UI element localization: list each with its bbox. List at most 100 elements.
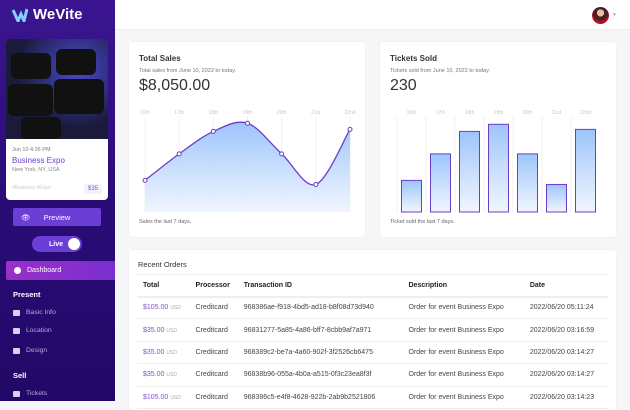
event-tags: #Business #Expo [12,185,51,191]
order-currency: USD [166,349,177,356]
dashboard-icon [14,267,21,274]
total-sales-value: $8,050.00 [139,77,211,94]
toggle-knob [68,238,80,250]
x-tick-label: 20th [277,110,287,116]
tickets-sold-card: Tickets Sold Tickets sold from June 10, … [380,42,616,237]
sidebar-item-location[interactable]: Location [13,327,52,334]
event-image [6,39,108,139]
table-row[interactable]: $105.00 USD Creditcard 968386c5-e4f8-4628… [137,386,608,409]
bar [517,153,538,213]
preview-label: Preview [43,212,71,222]
order-description: Order for event Business Expo [402,341,524,365]
card-title: Total Sales [139,54,181,63]
order-processor: Creditcard [189,318,238,342]
x-tick-label: 18th [465,110,475,116]
order-description: Order for event Business Expo [402,318,524,342]
order-processor: Creditcard [189,386,238,409]
text-icon [13,309,20,316]
bar [575,128,596,213]
table-row[interactable]: $35.00 USD Creditcard 96831277-5a85-4a86-… [137,318,608,342]
sales-chart: 16th 17th 18th 19th 20th 21st 22nd [140,110,356,212]
logo[interactable]: WeVite [12,6,82,23]
data-point [347,126,353,132]
order-date: 2022/06/20 05:11:24 [523,296,608,320]
card-title: Tickets Sold [390,54,437,63]
column-header[interactable]: Description [402,274,524,298]
section-sell: Sell [13,371,27,380]
live-toggle[interactable]: Live [32,236,82,252]
column-header[interactable]: Date [523,274,608,298]
data-point [313,181,319,187]
tickets-sold-value: 230 [390,77,417,94]
bar [488,123,509,213]
card-title: Recent Orders [138,260,187,269]
bar [401,179,422,213]
order-processor: Creditcard [189,363,238,387]
event-name: Business Expo [12,156,65,165]
order-processor: Creditcard [189,341,238,365]
order-amount[interactable]: $35.00 [143,371,165,379]
order-date: 2022/06/20 03:14:27 [523,341,608,365]
x-tick-label: 16th [140,110,150,116]
dashboard-label: Dashboard [27,267,62,274]
order-amount[interactable]: $105.00 [143,304,169,312]
top-bar: ▼ [115,0,630,30]
order-amount[interactable]: $35.00 [143,348,165,356]
order-total: $35.00 USD [137,341,190,365]
bar [546,183,567,213]
map-icon [13,327,20,334]
x-tick-label: 21st [311,110,321,116]
x-tick-label: 18th [208,110,218,116]
order-total: $35.00 USD [137,318,190,342]
event-card[interactable]: Jun 10 4:26 PM Business Expo New York, N… [6,39,108,200]
ticket-icon [13,390,20,397]
order-date: 2022/06/20 03:14:23 [523,386,608,409]
chevron-down-icon[interactable]: ▼ [612,12,617,18]
order-description: Order for event Business Expo [402,296,524,320]
x-tick-label: 21st [552,110,562,116]
preview-button[interactable]: 👁 Preview [13,208,101,226]
x-tick-label: 17th [174,110,184,116]
order-description: Order for event Business Expo [402,386,524,409]
column-header[interactable]: Total [137,274,190,298]
nav-label: Tickets [26,390,48,397]
card-subtitle: Total sales from June 10, 2022 to today. [139,68,237,74]
table-row[interactable]: $35.00 USD Creditcard 96838b96-055a-4b0a-… [137,363,608,387]
data-point [279,151,285,157]
order-transaction-id: 96831277-5a85-4a86-bff7-8cbb9af7a971 [237,318,403,342]
x-tick-label: 20th [523,110,533,116]
sidebar-item-dashboard[interactable]: Dashboard [6,261,115,280]
order-processor: Creditcard [189,296,238,320]
column-header[interactable]: Processor [189,274,238,298]
order-amount[interactable]: $105.00 [143,393,169,401]
app-name: WeVite [33,6,83,23]
sidebar-item-tickets[interactable]: Tickets [13,390,47,397]
card-subtitle: Tickets sold from June 10, 2022 to today… [390,68,490,74]
wevite-logo-icon [12,8,28,22]
bar [459,130,480,213]
x-tick-label: 19th [494,110,504,116]
data-point [210,128,216,134]
live-label: Live [49,240,64,248]
event-location: New York, NY, USA [12,167,60,173]
nav-label: Basic Info [26,309,56,316]
x-tick-label: 22nd [580,110,591,116]
order-date: 2022/06/20 03:14:27 [523,363,608,387]
avatar[interactable] [592,7,609,24]
data-point [245,120,250,126]
event-price: $35 [83,184,102,194]
column-header[interactable]: Transaction ID [237,274,403,298]
event-date: Jun 10 4:26 PM [12,147,51,153]
orders-table: Total Processor Transaction ID Description D… [137,274,608,409]
sidebar-item-design[interactable]: Design [13,347,47,354]
nav-label: Design [26,347,48,354]
order-total: $35.00 USD [137,363,190,387]
table-row[interactable]: $35.00 USD Creditcard 968389c2-be7a-4a60-… [137,341,608,365]
data-point [142,177,148,183]
x-tick-label: 17th [436,110,446,116]
order-transaction-id: 968386c5-e4f8-4628-922b-2ab9b2521806 [237,386,403,409]
order-amount[interactable]: $35.00 [143,326,165,334]
table-row[interactable]: $105.00 USD Creditcard 968386ae-f918-4bd5… [137,296,608,320]
sidebar-item-basic-info[interactable]: Basic Info [13,309,56,316]
section-present: Present [13,290,41,299]
